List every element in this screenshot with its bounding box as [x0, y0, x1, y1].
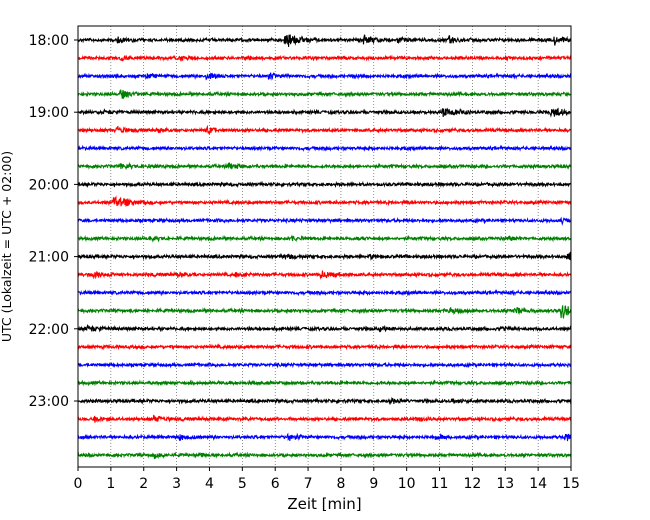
y-tick-label: 18:00 — [29, 33, 69, 49]
plot-frame — [77, 25, 572, 468]
trace-2200 — [77, 323, 572, 333]
y-axis-ticks: 18:00 19:00 20:00 21:00 22:00 23:00 — [29, 33, 78, 410]
x-tick-label: 7 — [304, 476, 313, 492]
trace-1800 — [77, 34, 572, 47]
trace-1945 — [77, 161, 572, 171]
x-tick-label: 2 — [139, 476, 148, 492]
trace-1915 — [77, 124, 572, 135]
trace-2145 — [77, 305, 572, 320]
x-axis-ticks: 0 1 2 3 4 5 6 7 8 9 10 11 12 13 14 15 — [74, 467, 580, 492]
trace-2245 — [77, 379, 572, 387]
trace-2230 — [77, 361, 572, 369]
x-tick-label: 13 — [496, 476, 514, 492]
trace-1815 — [77, 54, 572, 62]
trace-2100 — [77, 251, 572, 262]
x-tick-label: 10 — [398, 476, 416, 492]
x-tick-label: 5 — [238, 476, 247, 492]
x-tick-label: 14 — [529, 476, 547, 492]
x-tick-label: 11 — [431, 476, 449, 492]
seismic-traces — [77, 34, 572, 460]
trace-2345 — [77, 451, 572, 460]
trace-2015 — [77, 195, 572, 208]
trace-2045 — [77, 234, 572, 243]
y-tick-label: 21:00 — [29, 250, 69, 266]
trace-1830 — [77, 72, 572, 81]
y-tick-label: 23:00 — [29, 394, 69, 410]
x-tick-label: 9 — [369, 476, 378, 492]
x-tick-label: 4 — [205, 476, 214, 492]
trace-1845 — [77, 89, 572, 99]
trace-2330 — [77, 432, 572, 442]
x-tick-label: 1 — [106, 476, 115, 492]
x-tick-label: 3 — [172, 476, 181, 492]
y-tick-label: 20:00 — [29, 177, 69, 193]
trace-1900 — [77, 107, 572, 118]
y-tick-label: 19:00 — [29, 105, 69, 121]
x-tick-label: 8 — [336, 476, 345, 492]
x-tick-label: 15 — [562, 476, 580, 492]
trace-2115 — [77, 270, 572, 280]
x-tick-label: 12 — [463, 476, 481, 492]
y-axis-label: UTC (Lokalzeit = UTC + 02:00) — [0, 151, 14, 342]
trace-2315 — [77, 414, 572, 423]
x-tick-label: 0 — [74, 476, 83, 492]
trace-2030 — [77, 216, 572, 226]
trace-2130 — [77, 288, 572, 297]
x-axis-label: Zeit [min] — [287, 495, 361, 513]
trace-2000 — [77, 180, 572, 189]
trace-1930 — [77, 144, 572, 152]
trace-2300 — [77, 396, 572, 405]
trace-2215 — [77, 343, 572, 351]
x-tick-label: 6 — [271, 476, 280, 492]
y-tick-label: 22:00 — [29, 322, 69, 338]
